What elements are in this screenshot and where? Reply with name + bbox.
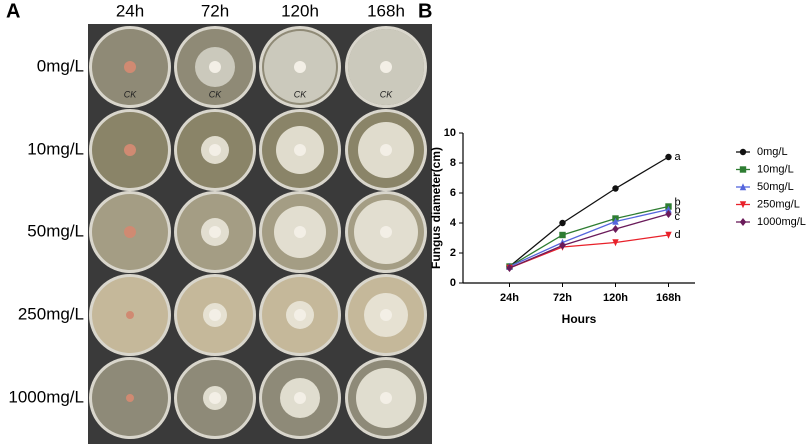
- legend-label: 1000mg/L: [757, 216, 806, 228]
- data-point: [665, 210, 672, 218]
- inoculum: [209, 61, 221, 73]
- inoculum: [124, 61, 136, 73]
- inoculum: [294, 226, 306, 238]
- inoculum: [294, 309, 306, 321]
- data-point: [612, 225, 619, 233]
- significance-letter: a: [675, 151, 682, 163]
- data-point: [665, 231, 672, 239]
- legend-label: 250mg/L: [757, 198, 800, 210]
- row-label: 50mg/L: [27, 221, 84, 240]
- panel-label: B: [418, 0, 432, 22]
- inoculum: [124, 226, 136, 238]
- x-tick-label: 168h: [656, 292, 681, 304]
- inoculum: [126, 394, 134, 402]
- series-line: [509, 234, 669, 269]
- series-line: [509, 213, 669, 269]
- significance-letter: b: [675, 204, 681, 216]
- data-point: [665, 153, 672, 161]
- plate-note: CK: [380, 89, 393, 99]
- significance-letter: b: [675, 196, 681, 208]
- y-tick-label: 0: [450, 277, 456, 289]
- column-header: 168h: [367, 1, 405, 20]
- row-label: 0mg/L: [37, 56, 84, 75]
- inoculum: [294, 61, 306, 73]
- row-label: 1000mg/L: [8, 387, 84, 406]
- legend-label: 0mg/L: [757, 146, 788, 158]
- y-tick-label: 6: [450, 187, 456, 199]
- series-line: [509, 156, 669, 268]
- inoculum: [380, 226, 392, 238]
- y-tick-label: 4: [450, 217, 457, 229]
- series-line: [509, 208, 669, 268]
- x-axis-label: Hours: [562, 312, 597, 326]
- inoculum: [380, 144, 392, 156]
- significance-letter: c: [675, 211, 681, 223]
- legend-marker: [739, 183, 747, 191]
- data-point: [665, 205, 672, 213]
- inoculum: [380, 309, 392, 321]
- inoculum: [209, 392, 221, 404]
- data-point: [559, 219, 566, 227]
- data-point: [612, 185, 619, 192]
- row-label: 10mg/L: [27, 139, 84, 158]
- inoculum: [209, 309, 221, 321]
- column-header: 72h: [201, 1, 229, 20]
- y-axis-label: Fungus diameter(cm): [429, 147, 443, 269]
- inoculum: [294, 392, 306, 404]
- y-tick-label: 8: [450, 157, 456, 169]
- legend-marker: [739, 148, 747, 156]
- legend-label: 10mg/L: [757, 163, 794, 175]
- x-tick-label: 72h: [553, 292, 572, 304]
- series-line: [509, 205, 669, 268]
- y-tick-label: 10: [444, 127, 456, 139]
- legend-marker: [739, 201, 747, 209]
- plate-note: CK: [209, 89, 222, 99]
- column-header: 120h: [281, 1, 319, 20]
- inoculum: [124, 144, 136, 156]
- data-point: [559, 241, 566, 250]
- inoculum: [380, 392, 392, 404]
- inoculum: [380, 61, 392, 73]
- legend-label: 50mg/L: [757, 181, 794, 193]
- plate-note: CK: [294, 89, 307, 99]
- significance-letter: d: [675, 229, 681, 241]
- inoculum: [294, 144, 306, 156]
- inoculum: [209, 226, 221, 238]
- inoculum: [209, 144, 221, 156]
- data-point: [612, 217, 619, 225]
- x-tick-label: 120h: [603, 292, 628, 304]
- legend-marker: [739, 166, 747, 173]
- x-tick-label: 24h: [500, 292, 519, 304]
- data-point: [506, 264, 513, 272]
- plate-note: CK: [124, 89, 137, 99]
- inoculum: [126, 311, 134, 319]
- y-tick-label: 2: [450, 247, 456, 259]
- data-point: [612, 239, 619, 247]
- column-header: 24h: [116, 1, 144, 20]
- row-label: 250mg/L: [18, 304, 84, 323]
- legend-marker: [739, 218, 747, 226]
- panel-label: A: [6, 0, 20, 22]
- data-point: [559, 231, 566, 239]
